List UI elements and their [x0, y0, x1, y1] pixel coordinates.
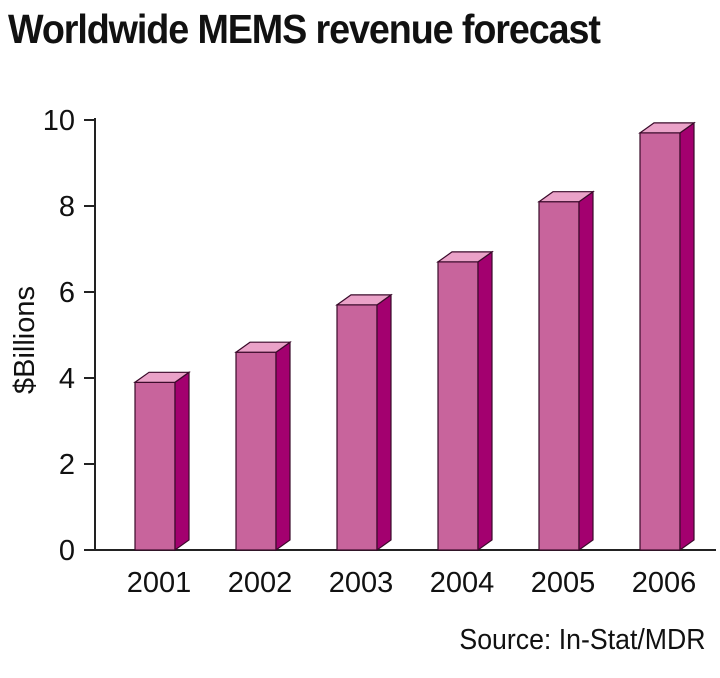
- bar-top: [234, 341, 292, 353]
- y-tick-label: 6: [59, 277, 75, 309]
- bar: [335, 293, 393, 552]
- bar-side: [679, 121, 695, 552]
- bar: [638, 121, 696, 552]
- x-tick-label: 2001: [127, 567, 192, 599]
- bar-side: [376, 293, 392, 552]
- bar-side: [275, 341, 291, 552]
- x-axis: 2001 2002 2003 2004 2005 2006: [95, 549, 716, 599]
- bar-side: [578, 190, 594, 552]
- bar-top: [335, 294, 393, 306]
- x-tick-label: 2006: [632, 567, 697, 599]
- x-tick-label: 2002: [228, 567, 293, 599]
- bar-side: [174, 371, 190, 552]
- bar-top: [638, 122, 696, 134]
- x-tick-label: 2005: [531, 567, 596, 599]
- bar: [234, 341, 292, 552]
- bar: [436, 250, 494, 552]
- bar-front: [336, 304, 378, 551]
- bar-top: [133, 371, 191, 383]
- x-tick-label: 2004: [430, 567, 495, 599]
- bars: [133, 121, 696, 552]
- source-note: Source: In-Stat/MDR: [459, 624, 706, 656]
- bar-top: [436, 251, 494, 263]
- bar-front: [134, 381, 176, 551]
- y-tick-label: 0: [59, 535, 75, 567]
- chart-title: Worldwide MEMS revenue forecast: [8, 6, 601, 52]
- y-tick-label: 2: [59, 449, 75, 481]
- bar-front: [437, 261, 479, 551]
- bar-front: [639, 132, 681, 551]
- bar: [537, 190, 595, 552]
- x-tick-label: 2003: [329, 567, 394, 599]
- y-axis-title: $Billions: [9, 286, 41, 394]
- y-axis: 0 2 4 6 8 10: [43, 105, 96, 567]
- y-tick-label: 4: [59, 363, 75, 395]
- bar-top: [537, 191, 595, 203]
- bar: [133, 371, 191, 552]
- y-tick-label: 10: [43, 105, 75, 137]
- bar-front: [538, 201, 580, 551]
- y-tick-label: 8: [59, 191, 75, 223]
- bar-front: [235, 351, 277, 551]
- bar-side: [477, 250, 493, 552]
